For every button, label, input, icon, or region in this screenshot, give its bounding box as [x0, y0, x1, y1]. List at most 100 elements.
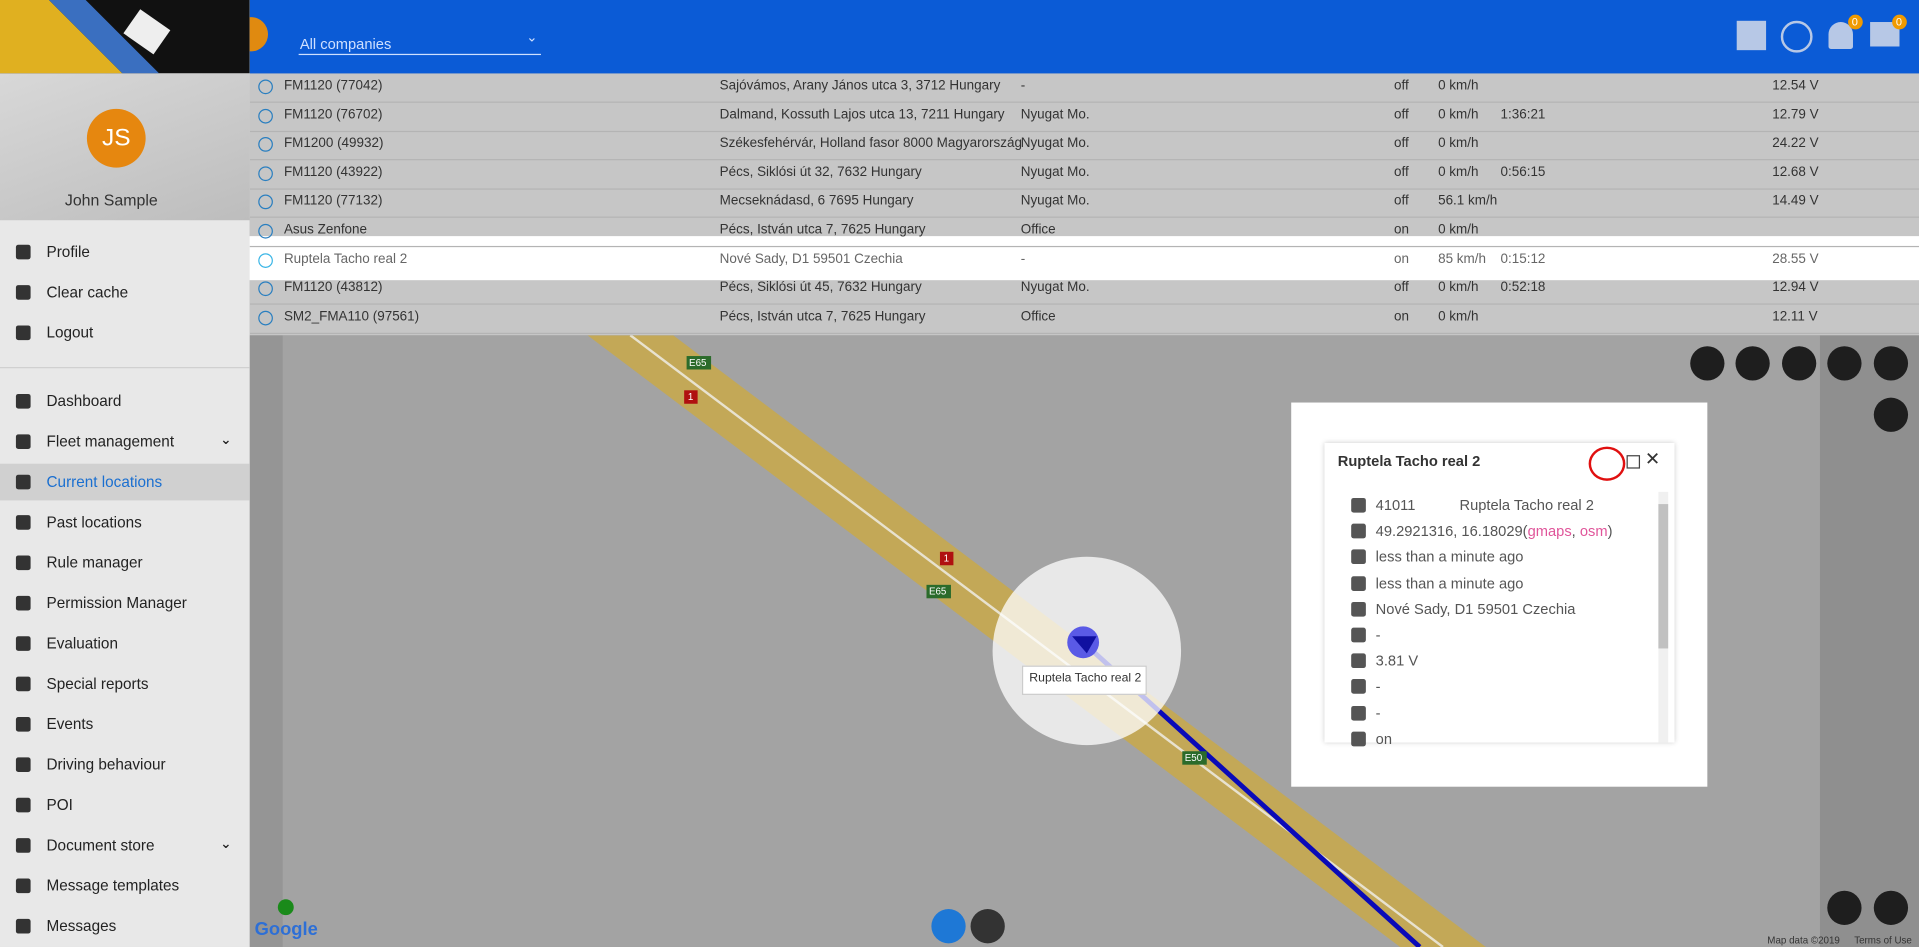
- nav-item[interactable]: Events: [0, 706, 250, 743]
- speed: 0 km/h: [1438, 78, 1479, 93]
- nav-item[interactable]: Permission Manager: [0, 585, 250, 622]
- terms-link[interactable]: Terms of Use: [1854, 934, 1912, 946]
- nav-label: Rule manager: [46, 554, 143, 572]
- popup-driver: -: [1375, 678, 1381, 696]
- popup-ignition: on: [1376, 730, 1392, 747]
- user-menu-item[interactable]: Logout: [0, 314, 250, 351]
- map-link[interactable]: osm: [1579, 522, 1608, 540]
- poi-button[interactable]: [1873, 890, 1909, 925]
- table-row[interactable]: [250, 247, 1919, 275]
- road-label: E65: [689, 357, 707, 369]
- device-name: Ruptela Tacho real 2: [283, 251, 408, 267]
- close-button[interactable]: ✕: [1644, 449, 1661, 470]
- nav-item[interactable]: Current locations: [0, 463, 250, 501]
- list-button[interactable]: [931, 909, 966, 944]
- group: Office: [1020, 309, 1056, 324]
- popup-last-communication: less than a minute ago: [1376, 549, 1524, 566]
- expand-arrow[interactable]: ⌄: [220, 433, 232, 448]
- icon: [15, 393, 31, 409]
- status: on: [1394, 222, 1410, 238]
- nav-label: Special reports: [46, 675, 149, 693]
- nav-label: Fleet management: [46, 433, 175, 451]
- user-name[interactable]: John Sample: [64, 190, 158, 210]
- popup-driver: -: [1376, 678, 1381, 695]
- user-menu-label: Logout: [46, 324, 94, 342]
- status: off: [1394, 164, 1409, 180]
- address: Nové Sady, D1 59501 Czechia: [719, 251, 903, 267]
- nav-item[interactable]: Dashboard: [0, 383, 250, 420]
- icon: [1351, 523, 1366, 539]
- history-button[interactable]: [1588, 446, 1626, 481]
- icon: [15, 285, 31, 300]
- vehicle-button[interactable]: [970, 909, 1005, 944]
- zoom-search-button[interactable]: [1827, 346, 1862, 381]
- nav-item[interactable]: Rule manager: [0, 544, 250, 581]
- nav-label: Document store: [46, 836, 155, 855]
- zoom-out-button[interactable]: [1873, 397, 1909, 432]
- voltage: 12.68 V: [1772, 164, 1819, 180]
- table-row[interactable]: [249, 73, 1919, 103]
- nav-item[interactable]: Past locations: [0, 504, 250, 541]
- zoom-in-button[interactable]: [1873, 346, 1909, 381]
- punctuation: (: [1522, 522, 1528, 540]
- voltage: 28.55 V: [1772, 251, 1819, 267]
- icon: [15, 918, 31, 934]
- table-row[interactable]: [249, 276, 1919, 305]
- company-select[interactable]: All companies: [299, 35, 392, 53]
- icon: [15, 716, 31, 732]
- nav-label: Message templates: [46, 877, 180, 895]
- nav-item[interactable]: POI: [0, 787, 250, 824]
- user-menu-item[interactable]: Profile: [0, 234, 250, 271]
- nav-item[interactable]: Document store ⌄: [0, 827, 250, 864]
- crop-button[interactable]: [1781, 346, 1817, 381]
- icon: [15, 595, 31, 611]
- expand-button[interactable]: [1626, 455, 1641, 469]
- icon: [1351, 653, 1366, 669]
- selected-row[interactable]: [230, 236, 1919, 281]
- group: Office: [1020, 222, 1056, 238]
- expand-arrow[interactable]: ⌄: [220, 836, 232, 852]
- punctuation: ,: [1571, 522, 1580, 540]
- address: Pécs, Siklósi út 32, 7632 Hungary: [719, 164, 922, 180]
- user-menu-item[interactable]: Clear cache: [0, 274, 250, 311]
- row-icon: [258, 223, 273, 239]
- fit-button[interactable]: [1735, 346, 1770, 381]
- nav-item[interactable]: Fleet management ⌄: [0, 423, 250, 460]
- icon: [1351, 497, 1366, 513]
- status: on: [1394, 251, 1410, 267]
- map-link[interactable]: gmaps: [1527, 522, 1572, 540]
- address: Székesfehérvár, Holland fasor 8000 Magya…: [719, 136, 1022, 151]
- marker-tooltip: Ruptela Tacho real 2: [1029, 671, 1142, 686]
- popup-title: Ruptela Tacho real 2: [1337, 452, 1481, 470]
- table-row[interactable]: [249, 102, 1919, 132]
- voltage: 12.79 V: [1772, 107, 1819, 122]
- road-label: E50: [1184, 752, 1203, 764]
- nav-item[interactable]: Evaluation: [0, 625, 250, 662]
- duration: 0:15:12: [1500, 251, 1546, 267]
- nav-item[interactable]: Driving behaviour: [0, 746, 250, 783]
- layers-button[interactable]: [1827, 890, 1862, 925]
- search-button[interactable]: [1690, 346, 1725, 381]
- status: off: [1394, 280, 1409, 296]
- help-icon[interactable]: [1780, 20, 1813, 53]
- table-row[interactable]: [249, 218, 1919, 248]
- table-row[interactable]: [249, 189, 1919, 219]
- table-row[interactable]: [249, 160, 1919, 190]
- device-name: FM1120 (43812): [283, 280, 383, 296]
- nav-item[interactable]: Messages: [0, 908, 250, 945]
- table-row[interactable]: [249, 304, 1919, 334]
- nav-item[interactable]: Special reports: [0, 666, 250, 703]
- dashboard-icon[interactable]: [1736, 20, 1767, 51]
- row-icon: [258, 252, 273, 268]
- icon: [1351, 575, 1366, 591]
- nav-item[interactable]: Message templates: [0, 867, 250, 904]
- icon: [1351, 705, 1366, 721]
- address: Pécs, Siklósi út 45, 7632 Hungary: [719, 280, 922, 296]
- user-menu-label: Profile: [46, 243, 90, 261]
- popup-last-position: less than a minute ago: [1375, 574, 1524, 592]
- table-row[interactable]: [249, 131, 1919, 161]
- popup-address: Nové Sady, D1 59501 Czechia: [1376, 600, 1576, 617]
- address: Pécs, István utca 7, 7625 Hungary: [719, 309, 926, 324]
- icon: [15, 757, 31, 773]
